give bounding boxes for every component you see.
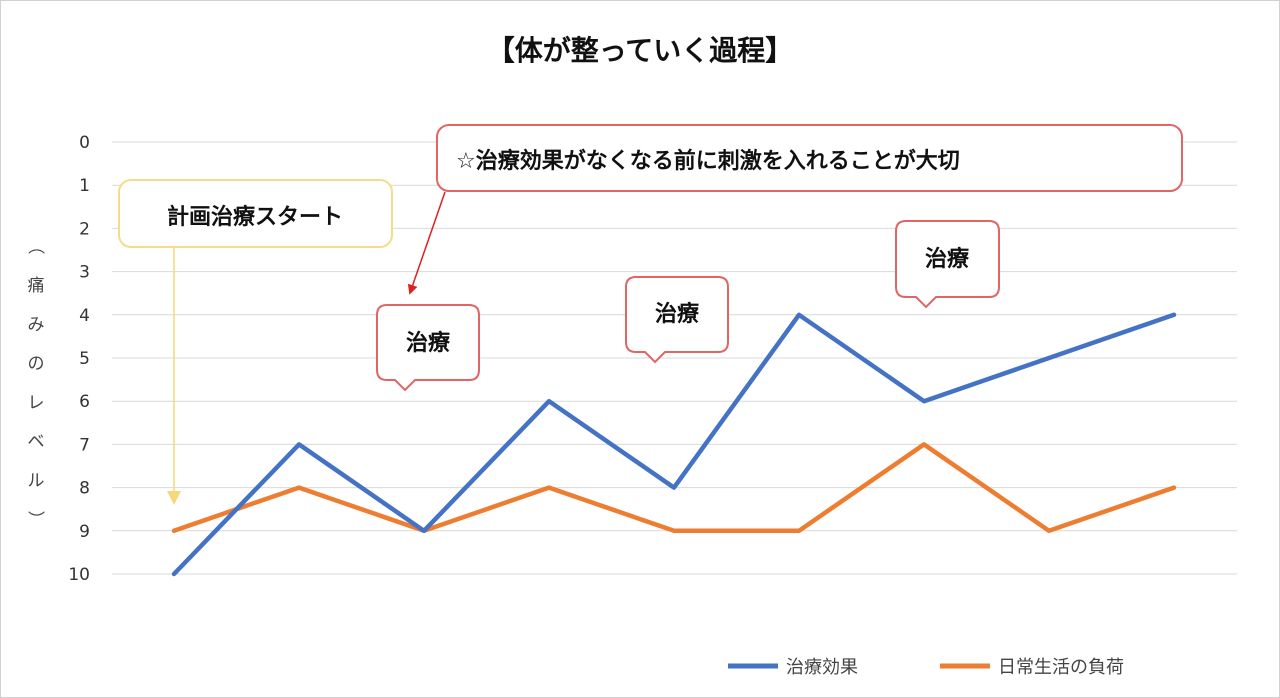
y-axis-label-char: ） bbox=[25, 511, 45, 528]
y-tick-label: 9 bbox=[79, 522, 90, 542]
legend: 治療効果 日常生活の負荷 bbox=[728, 657, 1124, 678]
series-line-daily-load bbox=[171, 442, 1177, 534]
y-tick-label: 1 bbox=[79, 176, 90, 196]
callout-treatment-1-box bbox=[376, 304, 480, 392]
y-axis-label-char: レ bbox=[28, 393, 45, 413]
callout-important-box bbox=[436, 124, 1183, 192]
y-tick-label: 8 bbox=[79, 479, 90, 499]
y-axis-label-char: ル bbox=[28, 471, 45, 491]
y-tick-label: 0 bbox=[79, 133, 90, 153]
callout-treatment-3-text: 治療 bbox=[925, 246, 969, 272]
y-axis-label-char: の bbox=[28, 354, 45, 374]
y-axis-label-char: み bbox=[28, 315, 45, 335]
callout-important-text: ☆治療効果がなくなる前に刺激を入れることが大切 bbox=[456, 148, 960, 174]
series-lines bbox=[171, 312, 1177, 577]
callout-treatment-2-text: 治療 bbox=[655, 301, 699, 327]
y-tick-label: 10 bbox=[68, 565, 90, 585]
y-tick-label: 6 bbox=[79, 392, 90, 412]
callout-treatment-2-box bbox=[625, 276, 729, 364]
callout-important-arrow bbox=[407, 191, 446, 295]
y-axis-label-char: 痛 bbox=[28, 276, 45, 296]
legend-label-treatment-effect: 治療効果 bbox=[786, 657, 858, 678]
callout-start-text: 計画治療スタート bbox=[167, 204, 343, 230]
legend-label-daily-load: 日常生活の負荷 bbox=[998, 657, 1124, 678]
series-line-treatment-effect bbox=[171, 312, 1177, 577]
callout-start-box bbox=[118, 179, 393, 248]
y-axis-label-char: （ bbox=[25, 238, 45, 255]
callout-treatment-2: 治療 bbox=[625, 276, 729, 364]
chart-title: 【体が整っていく過程】 bbox=[487, 34, 794, 67]
callout-treatment-1: 治療 bbox=[376, 304, 480, 392]
y-tick-label: 2 bbox=[79, 219, 90, 239]
callout-treatment-3: 治療 bbox=[895, 220, 1000, 309]
callout-start: 計画治療スタート bbox=[118, 179, 393, 505]
callout-treatment-1-text: 治療 bbox=[406, 330, 450, 356]
y-tick-label: 4 bbox=[79, 306, 90, 326]
y-tick-label: 5 bbox=[79, 349, 90, 369]
y-tick-label: 7 bbox=[79, 435, 90, 455]
callout-important: ☆治療効果がなくなる前に刺激を入れることが大切 bbox=[407, 124, 1183, 295]
y-axis-label-char: ベ bbox=[28, 432, 45, 452]
y-tick-labels: 0 1 2 3 4 5 6 7 8 9 10 bbox=[68, 133, 90, 585]
callout-treatment-3-box bbox=[895, 220, 1000, 309]
y-tick-label: 3 bbox=[79, 263, 90, 283]
